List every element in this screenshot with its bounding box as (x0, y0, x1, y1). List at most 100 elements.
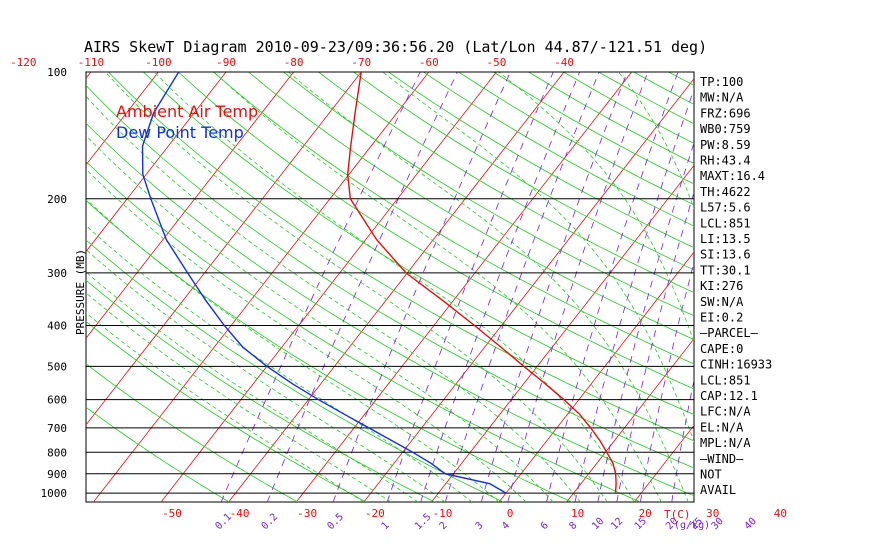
moist-adiabat-line (86, 95, 581, 502)
mixing-ratio-line (444, 72, 600, 502)
mixing-ratio-line (266, 72, 458, 502)
mixing-ratio-lines (220, 72, 833, 502)
isotherm-line (86, 72, 294, 339)
moist-adiabat-line (213, 72, 662, 502)
isotherm-line (228, 72, 565, 502)
index-entry: LCL:851 (700, 216, 751, 230)
pressure-tick-label: 700 (47, 422, 67, 435)
legend-dew-temp: Dew Point Temp (116, 123, 244, 142)
mixing-ratio-tick-label: 10 (590, 516, 606, 532)
index-entry: LI:13.5 (700, 232, 751, 246)
dry-adiabat-line (108, 72, 694, 442)
dry-adiabat-line (86, 406, 230, 502)
top-temp-tick-label: -70 (351, 56, 371, 69)
top-temp-tick-label: -110 (78, 56, 105, 69)
moist-adiabat-line (86, 134, 554, 502)
dry-adiabat-line (458, 72, 694, 206)
index-entry: NOT (700, 468, 722, 482)
index-entry: AVAIL (700, 483, 736, 497)
moist-adiabat-line (86, 292, 392, 502)
mixing-ratio-tick-label: 4 (500, 520, 512, 532)
mixing-ratio-tick-label: 12 (609, 516, 625, 532)
index-entry: TH:4622 (700, 185, 751, 199)
bottom-temp-tick-label: -10 (432, 507, 452, 520)
mixing-ratio-line (386, 72, 554, 502)
index-entry: WB0:759 (700, 122, 751, 136)
mixing-ratio-line (480, 72, 628, 502)
mixing-ratio-tick-label: 0.5 (325, 512, 346, 533)
mixing-ratio-line (616, 191, 694, 502)
moist-adiabat-line (288, 72, 689, 502)
pressure-tick-label: 1000 (41, 487, 68, 500)
mixing-ratio-line (220, 72, 421, 502)
index-entry: MW:N/A (700, 91, 744, 105)
top-temp-tick-label: -100 (145, 56, 172, 69)
bottom-temp-tick-label: -40 (230, 507, 250, 520)
moist-adiabat-line (86, 224, 473, 502)
isotherm-line (86, 72, 362, 426)
isotherm-line (769, 72, 870, 502)
dry-adiabat-line (774, 72, 870, 502)
mixing-ratio-line (546, 72, 679, 502)
mixing-ratio-line (332, 72, 511, 502)
isotherm-lines (0, 72, 870, 502)
dry-adiabat-line (844, 72, 870, 502)
moist-adiabat-line (86, 271, 419, 502)
mixing-ratio-line (597, 141, 694, 502)
dry-adiabat-line (739, 72, 870, 502)
mixing-ratio-unit-label: (g/kg) (674, 520, 710, 531)
dry-adiabat-line (633, 72, 694, 105)
mixing-ratio-line (671, 378, 694, 502)
bottom-temp-tick-labels: -50 -40 -30 -20 -10 0 10 20 30 40 (162, 507, 787, 520)
mixing-ratio-tick-label: 1.5 (413, 512, 434, 533)
dew-point-line (141, 72, 507, 494)
dry-adiabat-line (668, 72, 694, 86)
bottom-temp-tick-label: -20 (365, 507, 385, 520)
mixing-ratio-tick-label: 3 (474, 520, 486, 532)
mixing-ratio-line (420, 72, 581, 502)
dry-adiabat-line (248, 72, 694, 340)
dry-adiabat-line (318, 72, 694, 294)
isotherm-line (0, 72, 23, 502)
top-temp-tick-label: -120 (10, 56, 37, 69)
chart-title: AIRS SkewT Diagram 2010-09-23/09:36:56.2… (84, 38, 707, 56)
bottom-temp-tick-label: 20 (639, 507, 652, 520)
index-entry: —WIND— (700, 452, 744, 466)
index-entry: FRZ:696 (700, 106, 751, 120)
top-temp-tick-label: -90 (216, 56, 236, 69)
mixing-ratio-tick-label: 8 (567, 520, 579, 532)
dry-adiabat-line (86, 321, 367, 502)
index-entry: EI:0.2 (700, 311, 743, 325)
pressure-tick-label: 800 (47, 446, 67, 459)
moist-adiabat-line (86, 249, 446, 502)
air-temp-line (346, 72, 617, 494)
pressure-tick-label: 600 (47, 394, 67, 407)
mixing-ratio-tick-label: 1 (380, 520, 392, 532)
isotherm-line (93, 72, 430, 502)
bottom-temp-tick-label: -30 (297, 507, 317, 520)
index-entry: LCL:851 (700, 373, 751, 387)
bottom-temp-tick-label: -50 (162, 507, 182, 520)
top-temp-tick-label: -50 (487, 56, 507, 69)
index-entry: SI:13.6 (700, 248, 751, 262)
bottom-temp-tick-label: 40 (774, 507, 787, 520)
dry-adiabat-line (86, 160, 641, 502)
index-entry: PW:8.59 (700, 138, 751, 152)
dry-adiabat-line (388, 72, 694, 249)
index-entry: CAPE:0 (700, 342, 743, 356)
index-entry: RH:43.4 (700, 154, 751, 168)
isotherm-line (633, 424, 694, 502)
isobar-lines (86, 71, 694, 494)
mixing-ratio-line (507, 72, 649, 502)
dry-adiabat-line (143, 72, 694, 415)
dry-adiabat-line (283, 72, 694, 317)
isotherm-line (431, 164, 694, 502)
index-entry: TP:100 (700, 75, 743, 89)
top-temp-tick-label: -80 (284, 56, 304, 69)
isotherm-line (498, 251, 694, 502)
mixing-ratio-line (750, 72, 833, 502)
x-axis-label: T(C) (664, 508, 691, 521)
dry-adiabat-line (86, 279, 435, 502)
mixing-ratio-tick-label: 2 (438, 520, 450, 532)
bottom-temp-tick-label: 10 (571, 507, 584, 520)
